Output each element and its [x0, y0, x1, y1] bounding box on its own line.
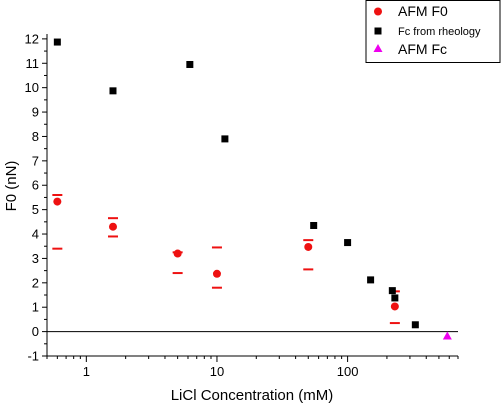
y-tick-label: 9 — [32, 105, 39, 120]
y-tick-label: 11 — [26, 56, 40, 71]
data-point-afm-f0 — [390, 302, 399, 311]
legend-box — [365, 0, 501, 63]
x-tick-label: 100 — [337, 364, 359, 379]
y-tick-label: 5 — [32, 202, 39, 217]
legend-label-afm-fc: AFM Fc — [398, 41, 447, 57]
y-tick-label: -1 — [27, 349, 39, 364]
x-tick-label: 10 — [210, 364, 224, 379]
data-point-afm-f0 — [304, 242, 313, 251]
legend-marker-afm-f0 — [374, 7, 382, 16]
y-tick-label: 7 — [32, 153, 39, 168]
data-point-fc-rheology — [367, 276, 375, 284]
data-point-afm-fc — [442, 331, 452, 340]
y-tick-label: 10 — [25, 80, 39, 95]
data-point-fc-rheology — [388, 287, 396, 295]
legend-marker-afm-fc — [373, 44, 383, 52]
data-point-fc-rheology — [186, 60, 194, 68]
y-tick-label: 4 — [32, 227, 39, 242]
y-tick-label: 2 — [32, 275, 39, 290]
data-point-afm-f0 — [212, 269, 221, 278]
x-axis-title: LiCl Concentration (mM) — [171, 387, 334, 404]
y-tick-label: 8 — [32, 129, 39, 144]
y-tick-label: 1 — [32, 300, 39, 315]
data-point-fc-rheology — [221, 135, 229, 143]
legend-label-fc-rheology: Fc from rheology — [398, 26, 481, 38]
data-point-fc-rheology — [391, 294, 399, 302]
legend-label-afm-f0: AFM F0 — [398, 3, 448, 19]
y-axis-title: F0 (nN) — [3, 161, 20, 212]
data-point-fc-rheology — [411, 321, 419, 329]
data-point-afm-f0 — [53, 197, 62, 206]
x-tick-label: 1 — [83, 364, 90, 379]
legend-marker-fc-rheology — [374, 27, 382, 35]
data-point-fc-rheology — [53, 38, 61, 46]
data-point-fc-rheology — [344, 239, 352, 247]
data-point-afm-f0 — [108, 222, 117, 231]
y-tick-label: 3 — [32, 251, 39, 266]
data-point-fc-rheology — [109, 87, 117, 95]
data-point-afm-f0 — [173, 249, 182, 258]
data-point-fc-rheology — [310, 221, 318, 229]
legend: AFM F0 Fc from rheology AFM Fc — [365, 0, 501, 63]
y-tick-label: 12 — [25, 31, 39, 46]
y-tick-label: 6 — [32, 178, 39, 193]
y-tick-label: 0 — [32, 324, 39, 339]
